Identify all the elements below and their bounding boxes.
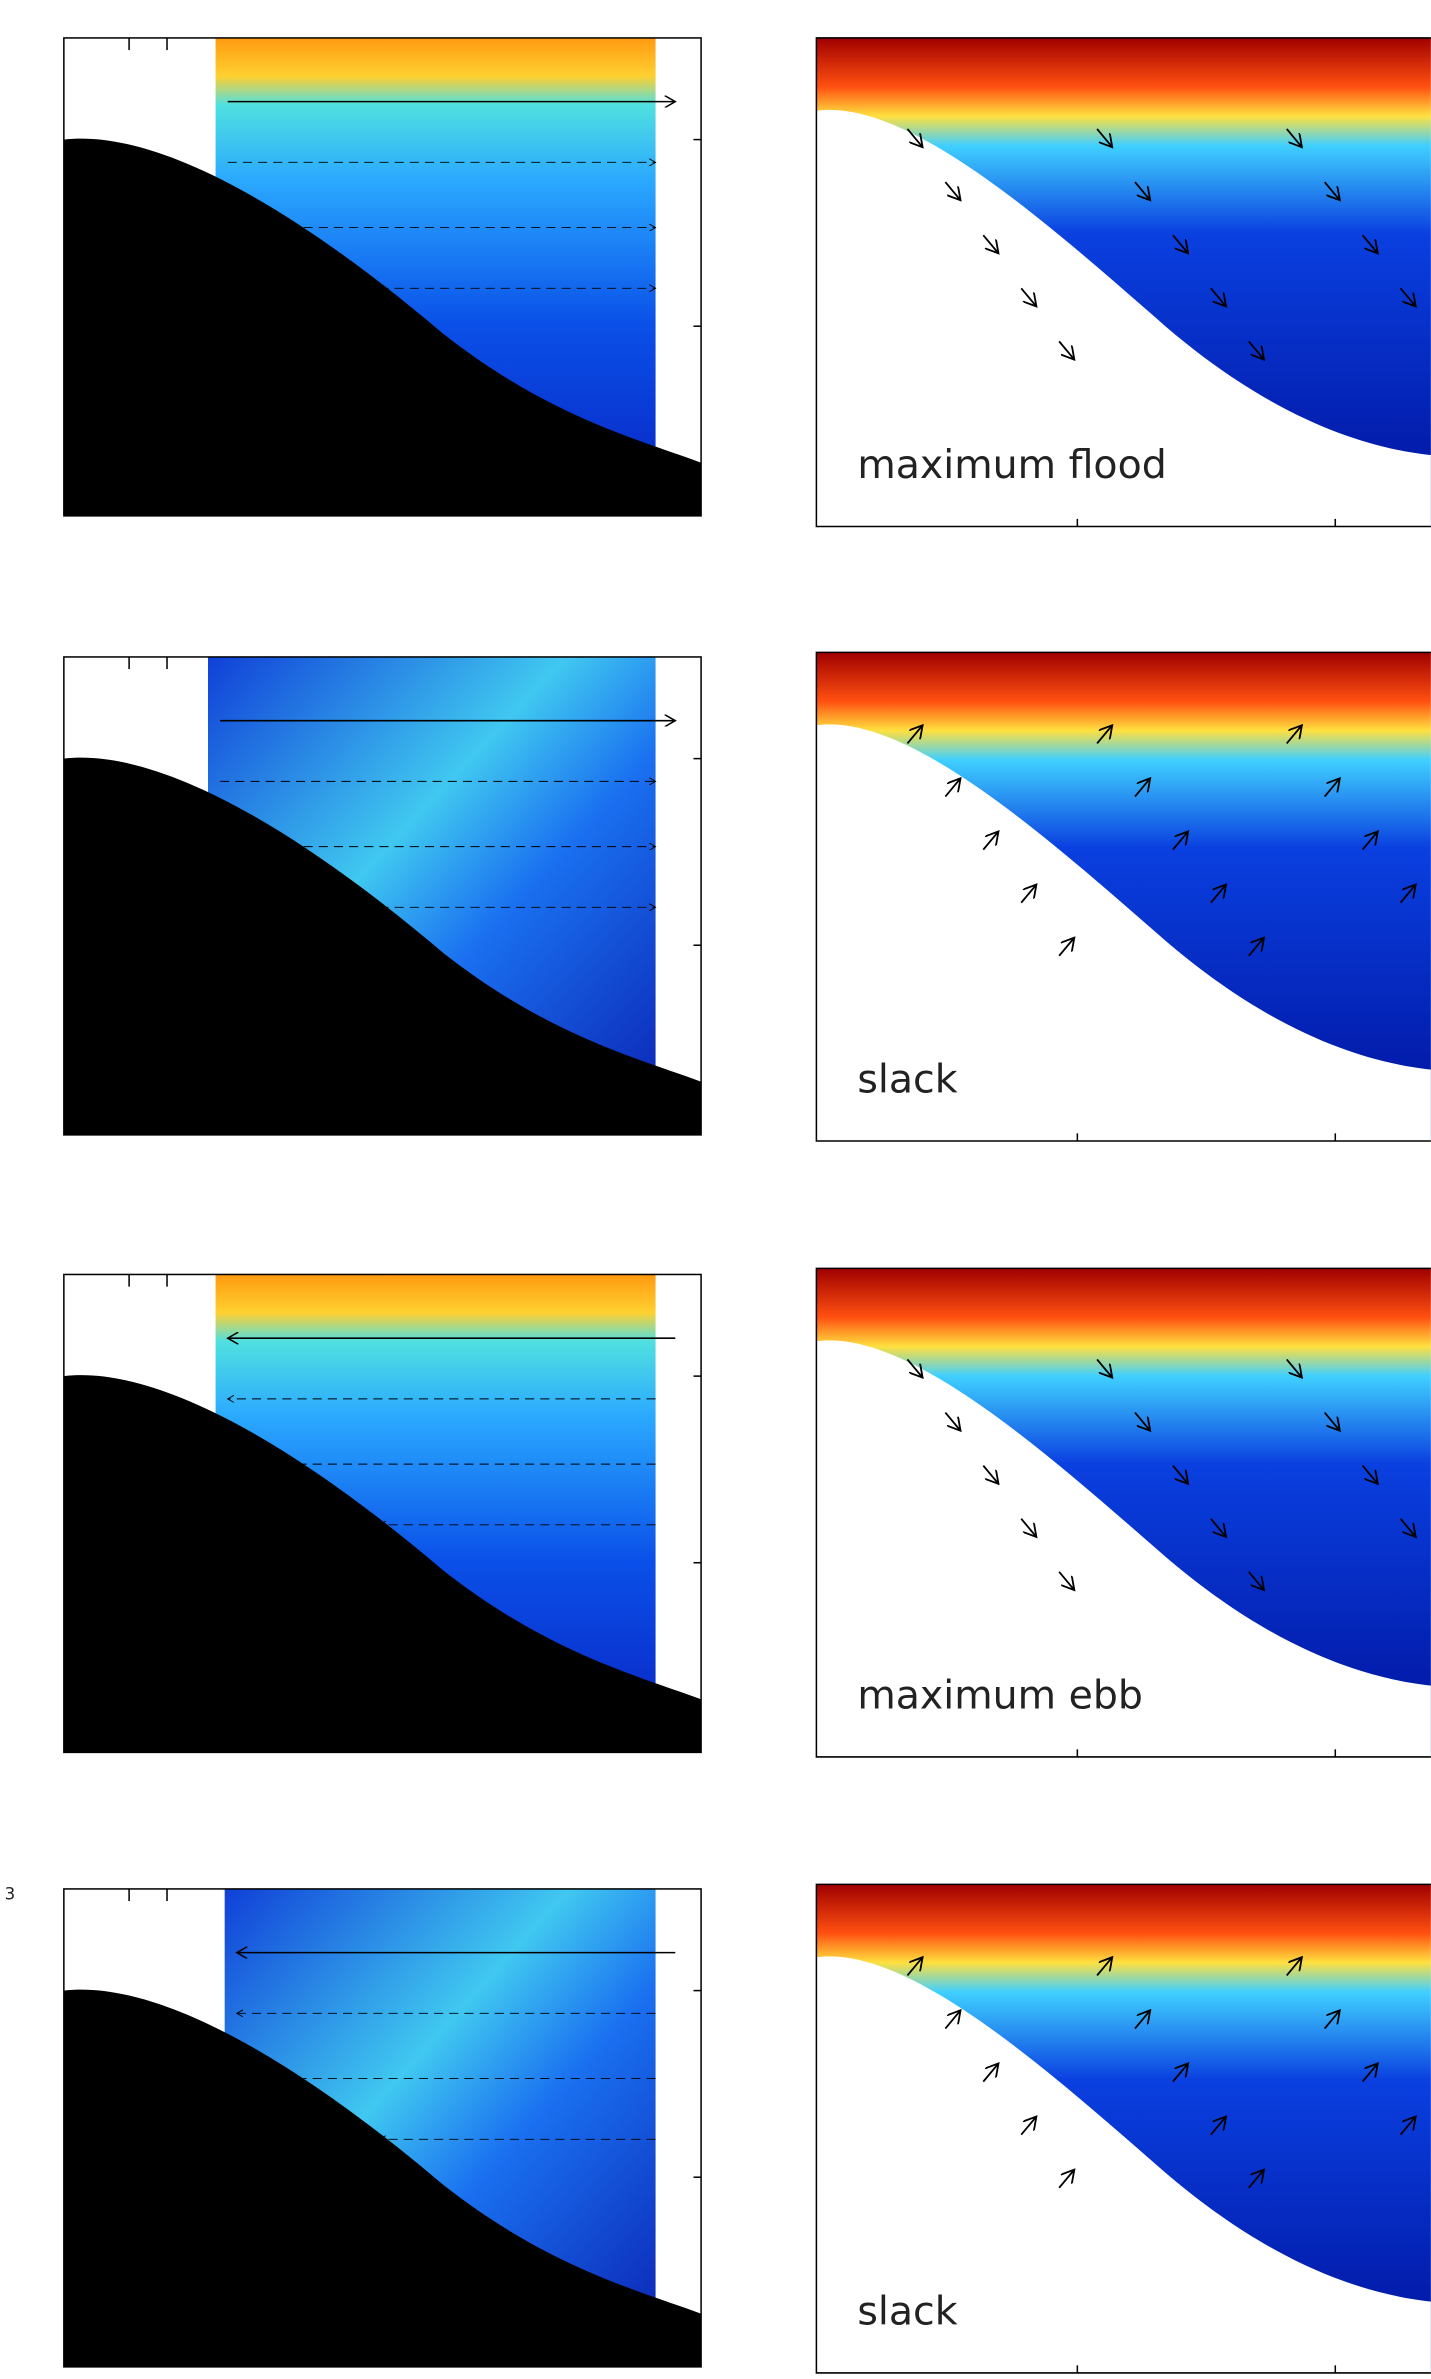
panel-label: slack	[857, 2288, 957, 2334]
panel-label: maximum ebb	[857, 1672, 1143, 1718]
figure: maximum flood slack maximum ebb slack 3	[0, 0, 1431, 2379]
panel-label: slack	[857, 1056, 957, 1102]
panel-label: maximum flood	[857, 442, 1166, 488]
side-label: 3	[5, 1885, 16, 1904]
